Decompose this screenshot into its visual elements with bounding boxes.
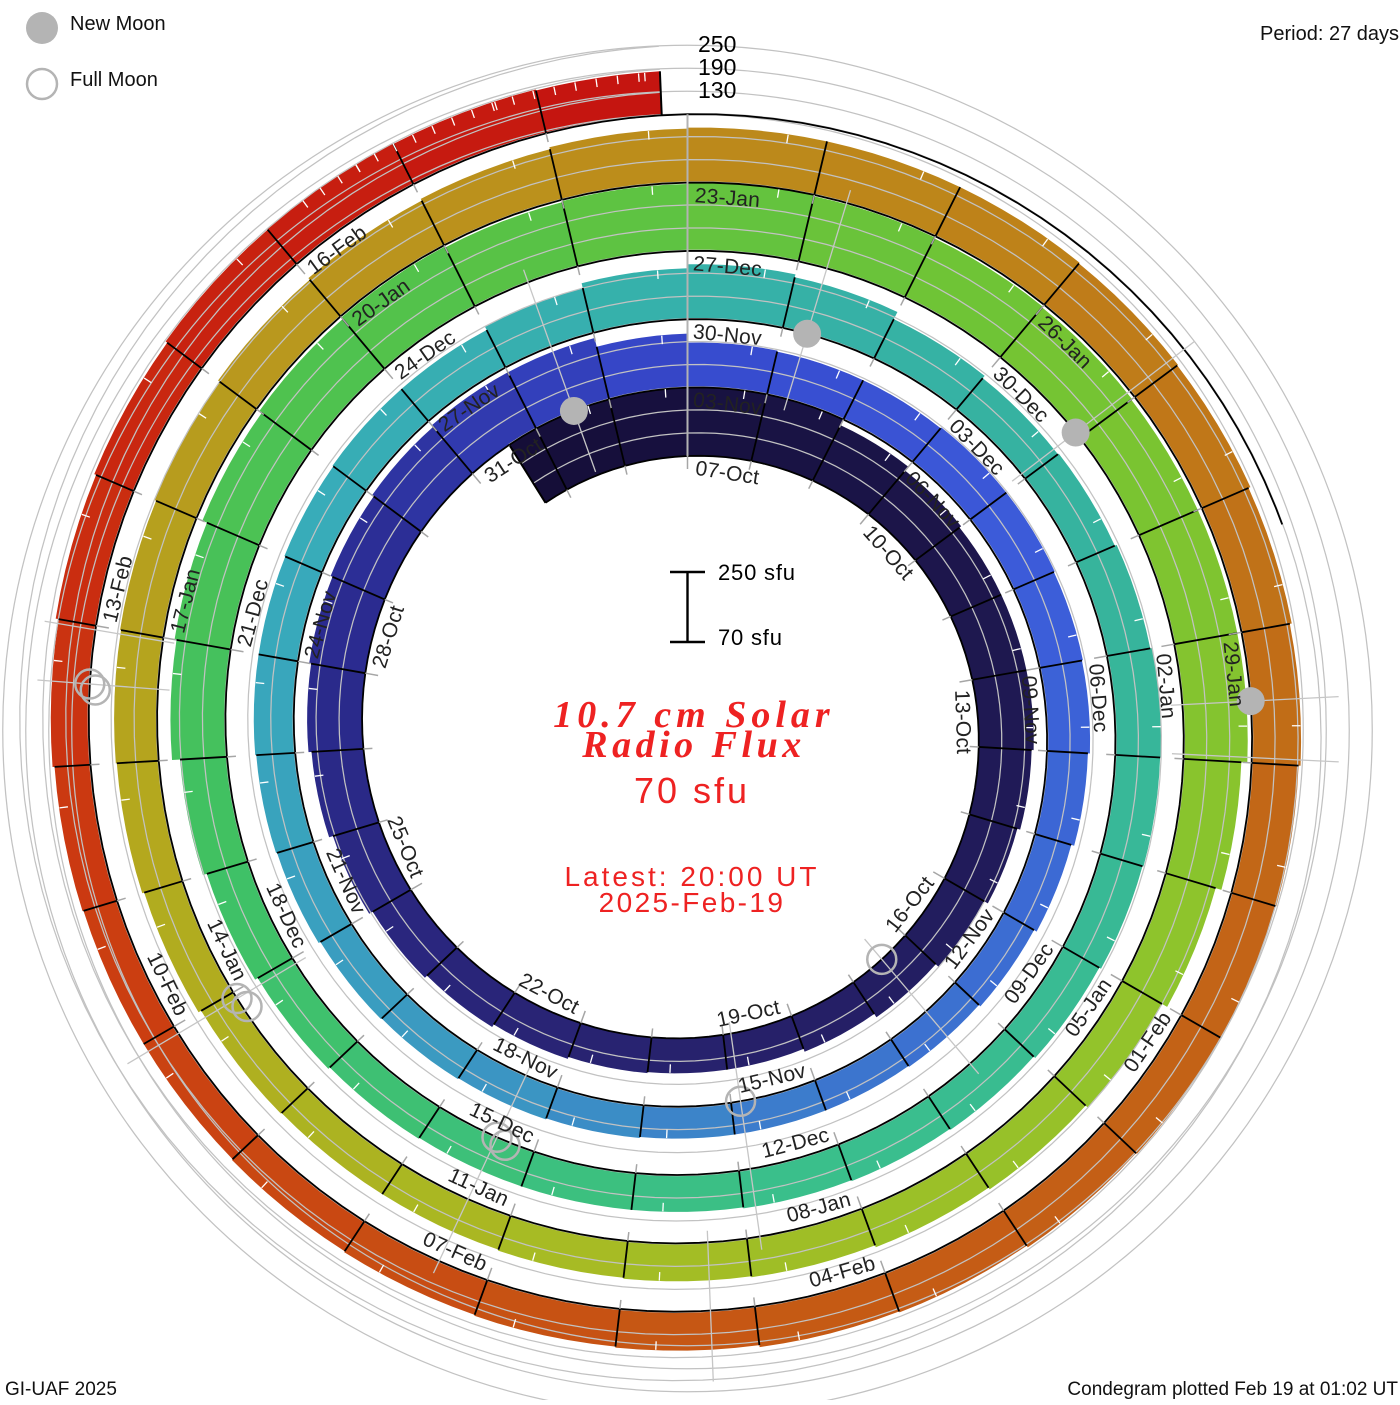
svg-text:Condegram plotted Feb 19 at 01: Condegram plotted Feb 19 at 01:02 UT	[1067, 1379, 1398, 1400]
svg-text:130: 130	[698, 77, 736, 103]
svg-text:23-Jan: 23-Jan	[694, 184, 761, 212]
svg-text:190: 190	[698, 54, 736, 80]
svg-text:09-Nov: 09-Nov	[1017, 675, 1044, 745]
svg-text:70 sfu: 70 sfu	[634, 770, 750, 811]
svg-text:New Moon: New Moon	[70, 13, 166, 35]
svg-text:250: 250	[698, 31, 736, 57]
svg-text:Full Moon: Full Moon	[70, 69, 158, 91]
svg-text:Radio Flux: Radio Flux	[581, 724, 805, 766]
svg-text:250 sfu: 250 sfu	[718, 560, 796, 585]
svg-text:2025-Feb-19: 2025-Feb-19	[599, 887, 786, 918]
svg-text:13-Oct: 13-Oct	[950, 690, 975, 755]
svg-text:70 sfu: 70 sfu	[718, 625, 783, 650]
svg-text:Period: 27 days: Period: 27 days	[1260, 23, 1399, 45]
svg-text:GI-UAF 2025: GI-UAF 2025	[5, 1379, 117, 1400]
